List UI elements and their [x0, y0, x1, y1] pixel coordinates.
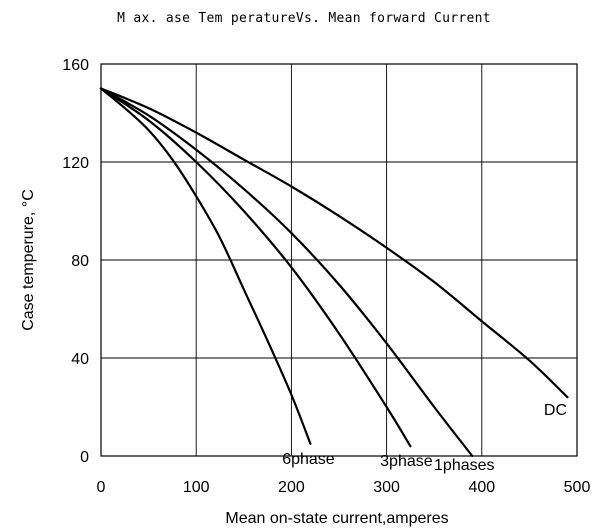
tick-labels: 0 100 200 300 400 500 0 40 80 120 160	[62, 57, 590, 496]
x-tick-label: 200	[278, 479, 305, 496]
x-tick-label: 500	[564, 479, 591, 496]
series-label-3phase: 3phase	[380, 453, 433, 470]
x-axis-label: Mean on-state current,amperes	[225, 510, 448, 527]
x-tick-label: 300	[373, 479, 400, 496]
series-label-DC: DC	[544, 402, 567, 419]
x-tick-label: 400	[468, 479, 495, 496]
y-tick-label: 40	[71, 351, 89, 368]
y-axis-label: Case temperure, °C	[20, 189, 37, 331]
y-tick-label: 120	[62, 155, 89, 172]
series-line-DC	[99, 87, 569, 399]
chart-title: M ax. ase Tem peratureVs. Mean forward C…	[117, 11, 491, 26]
x-tick-label: 0	[97, 479, 106, 496]
series-label-6phase: 6phase	[282, 451, 335, 468]
y-tick-label: 160	[62, 57, 89, 74]
series-line-3phase	[99, 87, 412, 448]
data-series	[99, 87, 569, 458]
series-label-1phases: 1phases	[434, 457, 495, 474]
y-tick-label: 80	[71, 253, 89, 270]
series-line-1phases	[99, 87, 474, 458]
series-line-6phase	[99, 87, 312, 445]
plot-frame	[100, 63, 578, 457]
x-tick-label: 100	[183, 479, 210, 496]
y-tick-label: 0	[80, 449, 89, 466]
grid-lines	[101, 64, 577, 456]
series-labels: 6phase 3phase 1phases DC	[282, 402, 567, 474]
